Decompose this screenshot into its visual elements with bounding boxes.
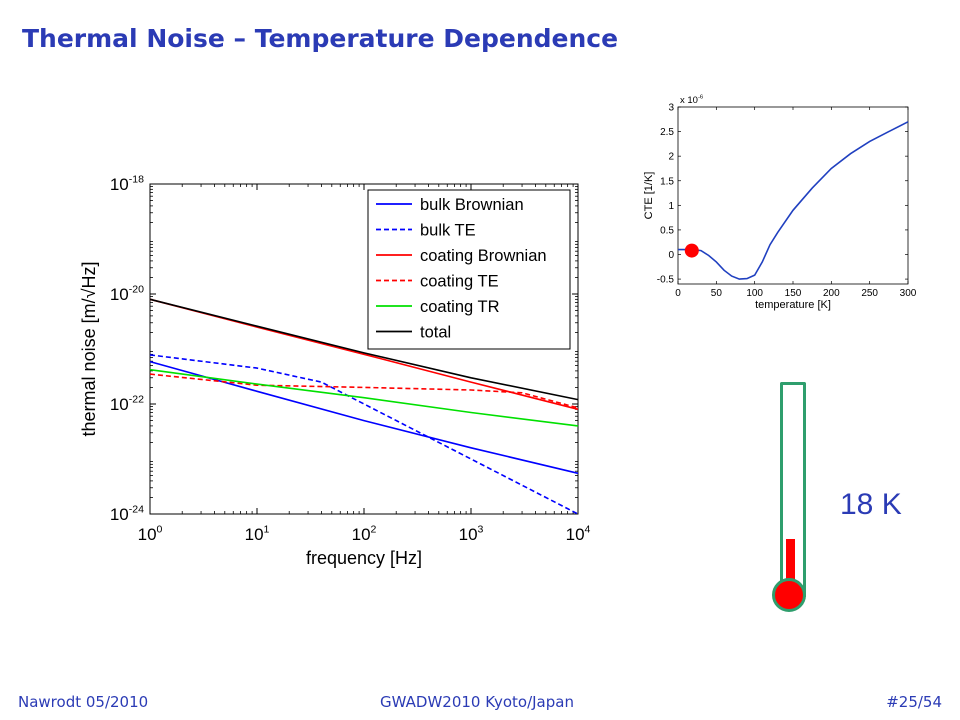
inset-plot-area — [677, 106, 909, 285]
inset-y-tick-label: 1 — [668, 201, 674, 212]
x-tick-label: 102 — [352, 523, 377, 544]
legend-entry: bulk TE — [420, 222, 476, 240]
y-tick-label: 10-20 — [110, 283, 144, 304]
inset-y-tick-label: 3 — [668, 103, 674, 114]
temperature-readout: 18 K — [840, 488, 902, 521]
inset-y-tick-label: 0 — [668, 250, 674, 261]
inset-y-tick-label: -0.5 — [657, 275, 675, 286]
inset-multiplier: x 10-6 — [680, 95, 704, 106]
temperature-marker — [684, 243, 699, 258]
x-tick-label: 104 — [566, 523, 591, 544]
footer-page-number: #25/54 — [886, 693, 942, 711]
thermometer-level — [786, 538, 795, 590]
legend-entry: total — [420, 324, 451, 342]
series-line-bulk-brownian — [149, 360, 579, 475]
series-line-coating-tr — [149, 368, 579, 427]
inset-x-tick-label: 200 — [823, 288, 840, 299]
inset-y-tick-label: 2 — [668, 152, 674, 163]
inset-x-axis-label: temperature [K] — [755, 299, 831, 311]
legend-entry: bulk Brownian — [420, 196, 524, 214]
inset-x-tick-label: 300 — [900, 288, 917, 299]
legend-entry: coating Brownian — [420, 247, 547, 265]
y-tick-label: 10-24 — [110, 503, 144, 524]
thermometer-bulb — [772, 578, 806, 612]
cte-curve — [678, 121, 909, 280]
y-tick-label: 10-18 — [110, 173, 144, 194]
inset-x-tick-label: 0 — [675, 288, 681, 299]
inset-y-tick-label: 0.5 — [660, 225, 674, 236]
legend-box — [367, 189, 571, 350]
footer-conference: GWADW2010 Kyoto/Japan — [380, 693, 574, 711]
x-tick-label: 103 — [459, 523, 484, 544]
inset-x-tick-label: 150 — [785, 288, 802, 299]
inset-x-tick-label: 250 — [861, 288, 878, 299]
y-axis-label: thermal noise [m/√Hz] — [79, 262, 99, 437]
legend-entry: coating TE — [420, 273, 499, 291]
inset-y-axis-label: CTE [1/K] — [643, 172, 655, 220]
footer-author: Nawrodt 05/2010 — [18, 693, 149, 711]
x-axis-label: frequency [Hz] — [306, 548, 422, 568]
series-line-coating-te — [149, 373, 579, 409]
series-line-total — [149, 298, 579, 401]
legend-entry: coating TR — [420, 298, 500, 316]
inset-y-tick-label: 2.5 — [660, 127, 674, 138]
inset-y-tick-label: 1.5 — [660, 176, 674, 187]
y-tick-label: 10-22 — [110, 393, 144, 414]
x-tick-label: 101 — [245, 523, 270, 544]
x-tick-label: 100 — [138, 523, 163, 544]
slide-title: Thermal Noise – Temperature Dependence — [22, 24, 619, 53]
series-line-bulk-te — [149, 354, 579, 515]
inset-x-tick-label: 50 — [711, 288, 723, 299]
inset-x-tick-label: 100 — [746, 288, 763, 299]
